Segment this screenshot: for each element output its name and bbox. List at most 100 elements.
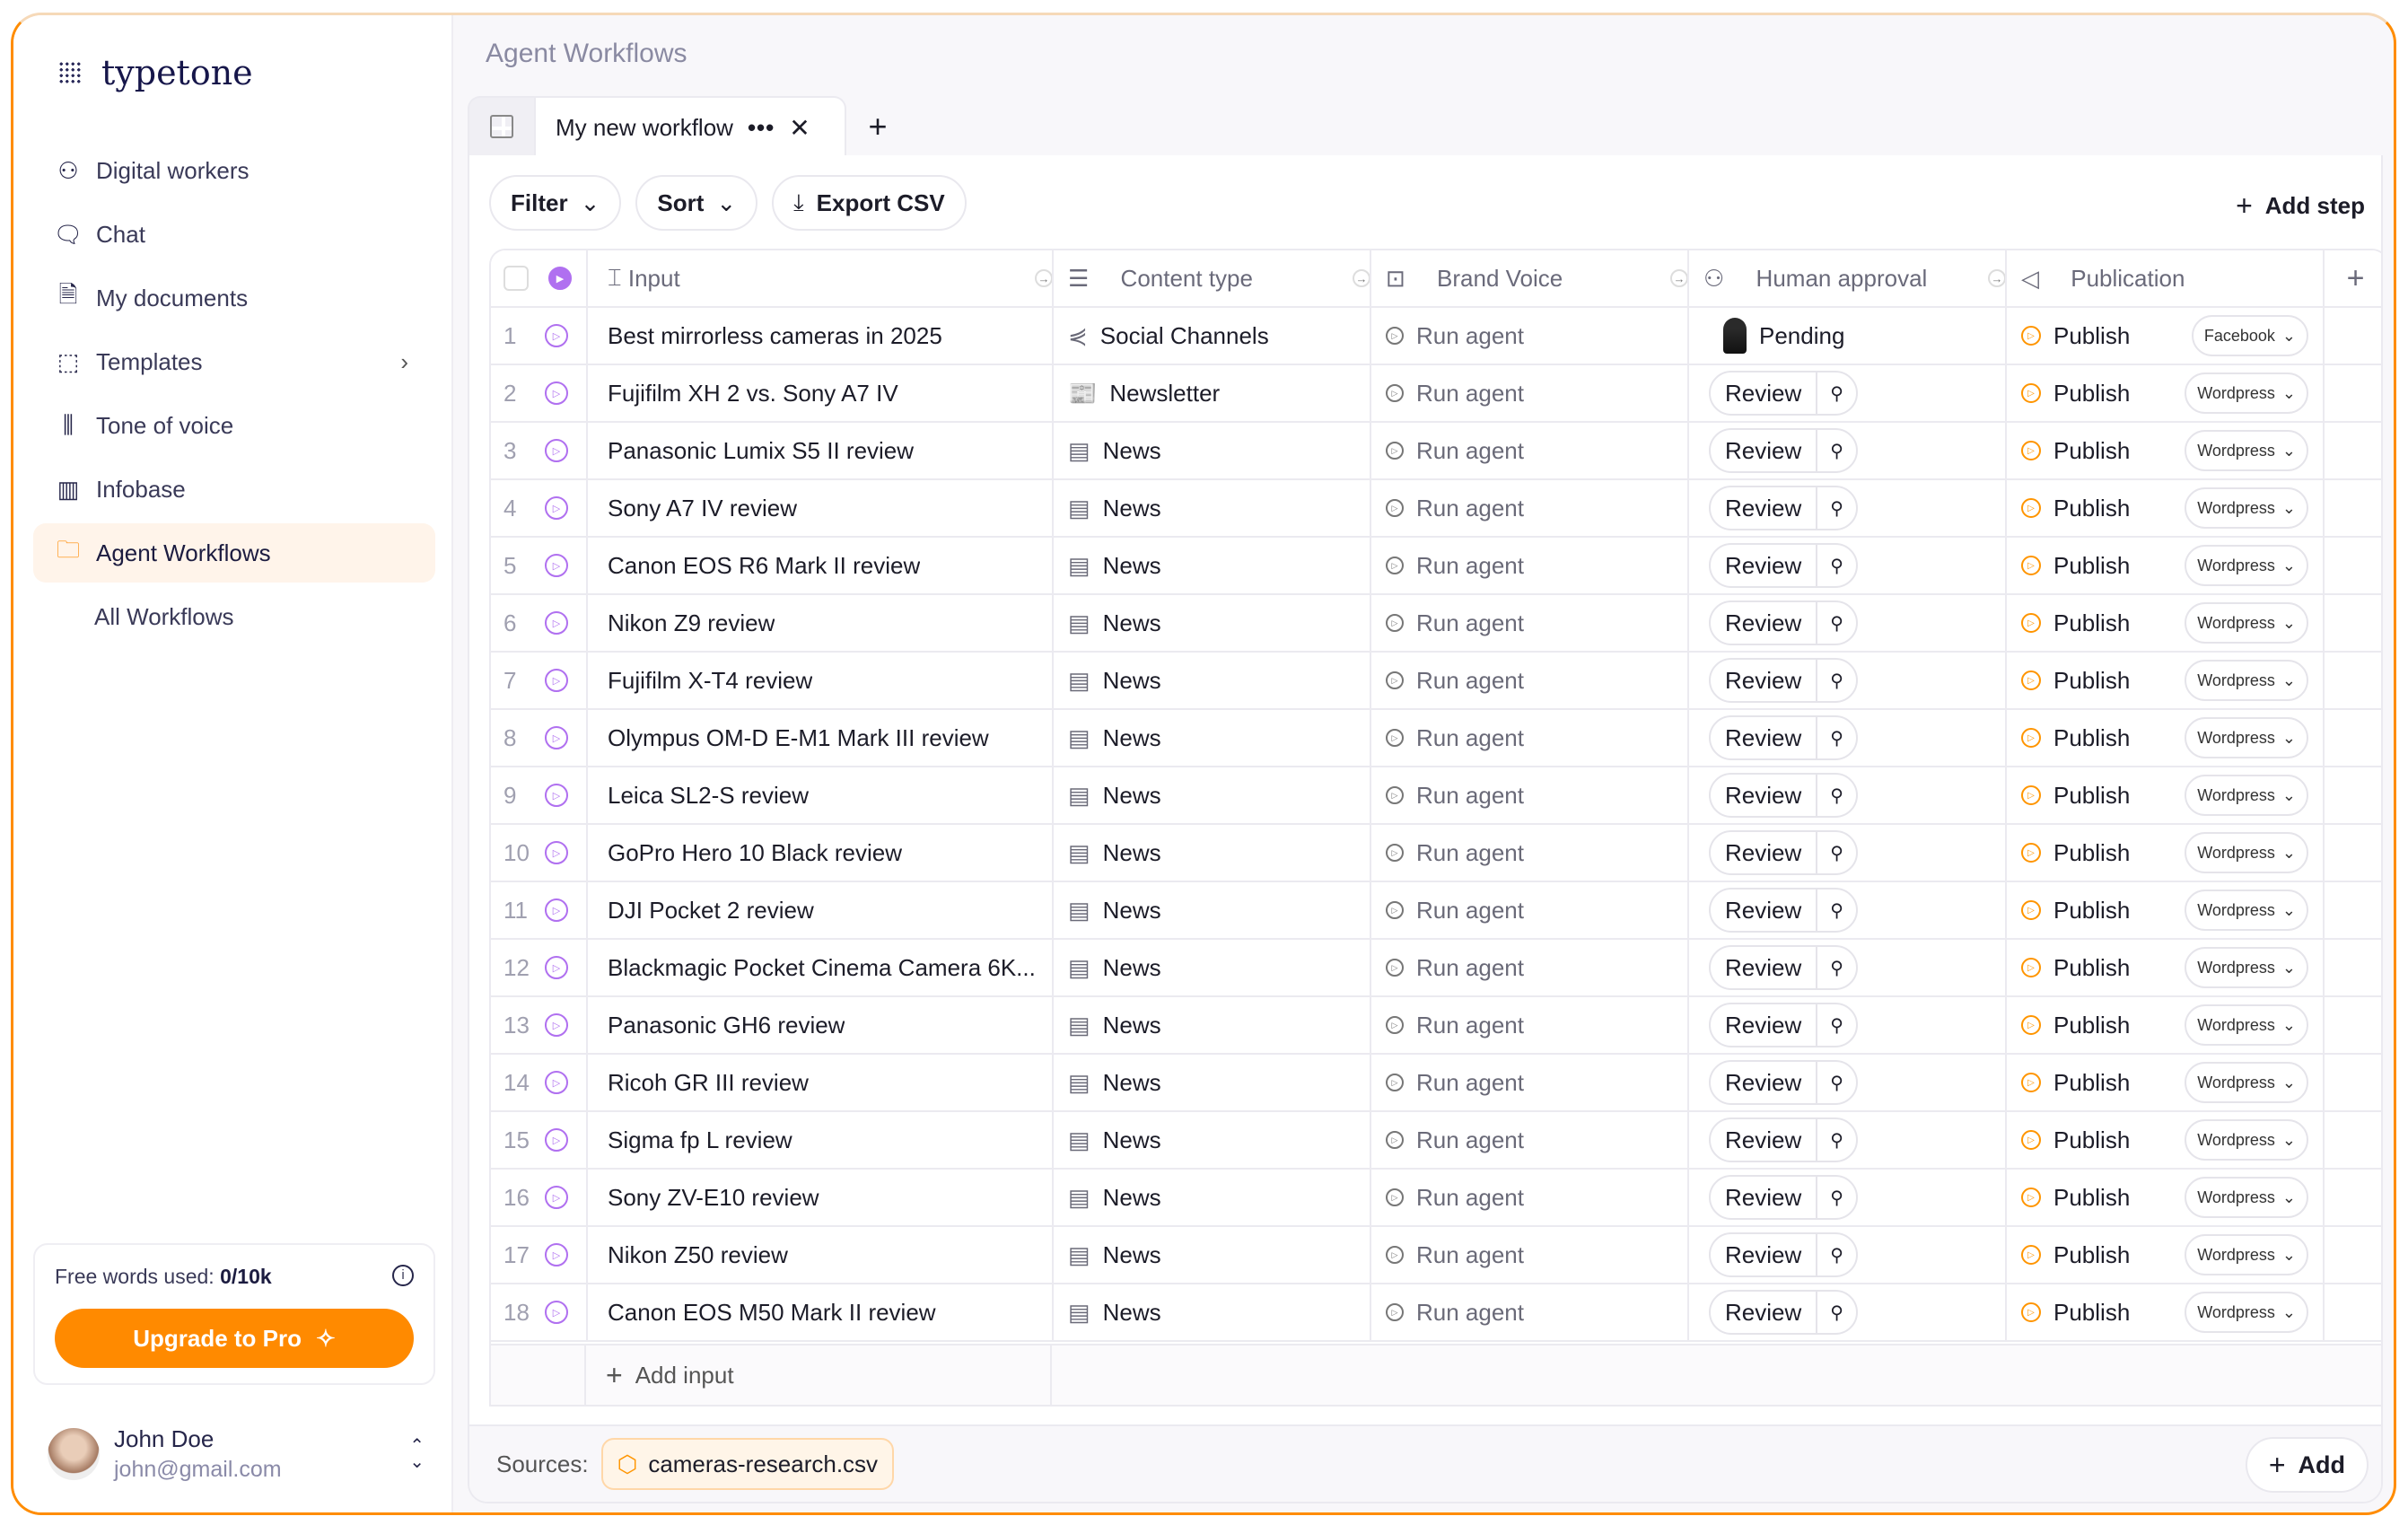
assign-user-icon[interactable]: ⚲ bbox=[1830, 785, 1843, 806]
run-row-icon[interactable]: ▷ bbox=[545, 1243, 568, 1266]
review-button[interactable]: Review ⚲ bbox=[1709, 486, 1858, 530]
column-header[interactable]: ☰ Content type → bbox=[1054, 250, 1371, 306]
chevron-updown-icon[interactable]: ⌃ ⌄ bbox=[409, 1436, 425, 1472]
content-type-cell[interactable]: ▤ News bbox=[1054, 423, 1371, 478]
sidebar-item-templates[interactable]: ⬚ Templates › bbox=[33, 332, 435, 391]
publish-button[interactable]: Publish bbox=[2053, 321, 2131, 349]
review-button[interactable]: Review ⚲ bbox=[1709, 371, 1858, 416]
publish-target-select[interactable]: Wordpress ⌄ bbox=[2185, 430, 2308, 471]
assign-user-icon[interactable]: ⚲ bbox=[1830, 498, 1843, 519]
brand-voice-cell[interactable]: ▷ Run agent bbox=[1371, 825, 1689, 881]
brand-voice-cell[interactable]: ▷ Run agent bbox=[1371, 365, 1689, 421]
content-type-cell[interactable]: 📰 Newsletter bbox=[1054, 365, 1371, 421]
publish-target-select[interactable]: Wordpress ⌄ bbox=[2185, 545, 2308, 586]
review-button[interactable]: Review ⚲ bbox=[1709, 600, 1858, 645]
brand-voice-cell[interactable]: ▷ Run agent bbox=[1371, 1170, 1689, 1225]
input-cell[interactable]: Fujifilm XH 2 vs. Sony A7 IV bbox=[588, 365, 1054, 421]
publish-button[interactable]: Publish bbox=[2053, 436, 2131, 464]
publish-button[interactable]: Publish bbox=[2053, 953, 2131, 981]
publish-play-icon[interactable]: ▷ bbox=[2021, 556, 2041, 575]
brand-voice-cell[interactable]: ▷ Run agent bbox=[1371, 1227, 1689, 1283]
publish-play-icon[interactable]: ▷ bbox=[2021, 383, 2041, 403]
review-button[interactable]: Review ⚲ bbox=[1709, 1290, 1858, 1335]
publish-target-select[interactable]: Wordpress ⌄ bbox=[2185, 372, 2308, 414]
content-type-cell[interactable]: ▤ News bbox=[1054, 538, 1371, 593]
assign-user-icon[interactable]: ⚲ bbox=[1830, 1015, 1843, 1036]
run-row-icon[interactable]: ▷ bbox=[545, 439, 568, 462]
publish-target-select[interactable]: Facebook ⌄ bbox=[2191, 315, 2308, 356]
run-row-icon[interactable]: ▷ bbox=[545, 956, 568, 979]
run-row-icon[interactable]: ▷ bbox=[545, 1013, 568, 1037]
input-cell[interactable]: Olympus OM-D E-M1 Mark III review bbox=[588, 710, 1054, 766]
brand-voice-cell[interactable]: ▷ Run agent bbox=[1371, 1284, 1689, 1340]
publish-play-icon[interactable]: ▷ bbox=[2021, 1188, 2041, 1207]
publish-target-select[interactable]: Wordpress ⌄ bbox=[2185, 775, 2308, 816]
brand-voice-cell[interactable]: ▷ Run agent bbox=[1371, 595, 1689, 651]
review-button[interactable]: Review ⚲ bbox=[1709, 543, 1858, 588]
publish-play-icon[interactable]: ▷ bbox=[2021, 1302, 2041, 1322]
brand-voice-cell[interactable]: ▷ Run agent bbox=[1371, 423, 1689, 478]
run-row-icon[interactable]: ▷ bbox=[545, 726, 568, 749]
content-type-cell[interactable]: ▤ News bbox=[1054, 710, 1371, 766]
input-cell[interactable]: Sony A7 IV review bbox=[588, 480, 1054, 536]
publish-play-icon[interactable]: ▷ bbox=[2021, 1130, 2041, 1150]
sidebar-item-infobase[interactable]: ▥ Infobase bbox=[33, 460, 435, 519]
review-button[interactable]: Review ⚲ bbox=[1709, 888, 1858, 933]
publish-button[interactable]: Publish bbox=[2053, 494, 2131, 521]
publish-play-icon[interactable]: ▷ bbox=[2021, 900, 2041, 920]
publish-button[interactable]: Publish bbox=[2053, 609, 2131, 636]
publish-button[interactable]: Publish bbox=[2053, 1011, 2131, 1039]
content-type-cell[interactable]: ▤ News bbox=[1054, 940, 1371, 995]
publish-button[interactable]: Publish bbox=[2053, 666, 2131, 694]
review-button[interactable]: Review ⚲ bbox=[1709, 1060, 1858, 1105]
content-type-cell[interactable]: ▤ News bbox=[1054, 1284, 1371, 1340]
run-row-icon[interactable]: ▷ bbox=[545, 898, 568, 922]
input-cell[interactable]: GoPro Hero 10 Black review bbox=[588, 825, 1054, 881]
run-all-icon[interactable]: ▶ bbox=[548, 267, 572, 290]
content-type-cell[interactable]: ▤ News bbox=[1054, 882, 1371, 938]
run-row-icon[interactable]: ▷ bbox=[545, 1301, 568, 1324]
sidebar-item-chat[interactable]: 🗨 Chat bbox=[33, 205, 435, 264]
publish-target-select[interactable]: Wordpress ⌄ bbox=[2185, 1234, 2308, 1275]
input-cell[interactable]: Leica SL2-S review bbox=[588, 767, 1054, 823]
content-type-cell[interactable]: ▤ News bbox=[1054, 997, 1371, 1053]
publish-button[interactable]: Publish bbox=[2053, 379, 2131, 407]
brand-voice-cell[interactable]: ▷ Run agent bbox=[1371, 997, 1689, 1053]
publish-play-icon[interactable]: ▷ bbox=[2021, 326, 2041, 346]
assign-user-icon[interactable]: ⚲ bbox=[1830, 728, 1843, 749]
assign-user-icon[interactable]: ⚲ bbox=[1830, 843, 1843, 863]
assign-user-icon[interactable]: ⚲ bbox=[1830, 670, 1843, 691]
publish-target-select[interactable]: Wordpress ⌄ bbox=[2185, 602, 2308, 644]
publish-play-icon[interactable]: ▷ bbox=[2021, 670, 2041, 690]
info-icon[interactable]: i bbox=[392, 1265, 414, 1286]
publish-button[interactable]: Publish bbox=[2053, 896, 2131, 924]
brand-voice-cell[interactable]: ▷ Run agent bbox=[1371, 653, 1689, 708]
run-row-icon[interactable]: ▷ bbox=[545, 1071, 568, 1094]
publish-target-select[interactable]: Wordpress ⌄ bbox=[2185, 1119, 2308, 1161]
input-cell[interactable]: Canon EOS R6 Mark II review bbox=[588, 538, 1054, 593]
publish-play-icon[interactable]: ▷ bbox=[2021, 441, 2041, 460]
run-row-icon[interactable]: ▷ bbox=[545, 554, 568, 577]
filter-button[interactable]: Filter ⌄ bbox=[489, 175, 622, 231]
publish-target-select[interactable]: Wordpress ⌄ bbox=[2185, 660, 2308, 701]
publish-target-select[interactable]: Wordpress ⌄ bbox=[2185, 1177, 2308, 1218]
publish-button[interactable]: Publish bbox=[2053, 1183, 2131, 1211]
upgrade-button[interactable]: Upgrade to Pro ✧ bbox=[55, 1309, 414, 1368]
input-cell[interactable]: Nikon Z50 review bbox=[588, 1227, 1054, 1283]
run-row-icon[interactable]: ▷ bbox=[545, 324, 568, 347]
content-type-cell[interactable]: ▤ News bbox=[1054, 825, 1371, 881]
publish-target-select[interactable]: Wordpress ⌄ bbox=[2185, 1292, 2308, 1333]
content-type-cell[interactable]: ⋞ Social Channels bbox=[1054, 308, 1371, 364]
review-button[interactable]: Review ⚲ bbox=[1709, 1175, 1858, 1220]
assign-user-icon[interactable]: ⚲ bbox=[1830, 958, 1843, 978]
add-tab-button[interactable]: + bbox=[868, 108, 888, 145]
brand-voice-cell[interactable]: ▷ Run agent bbox=[1371, 308, 1689, 364]
publish-button[interactable]: Publish bbox=[2053, 1240, 2131, 1268]
close-icon[interactable]: ✕ bbox=[789, 113, 810, 142]
review-button[interactable]: Review ⚲ bbox=[1709, 773, 1858, 818]
tab-my-new-workflow[interactable]: My new workflow ••• ✕ bbox=[534, 96, 846, 157]
sort-button[interactable]: Sort ⌄ bbox=[635, 175, 758, 231]
add-column-button[interactable]: + bbox=[2346, 260, 2365, 295]
export-csv-button[interactable]: ⤓ Export CSV bbox=[772, 175, 967, 231]
add-step-button[interactable]: + Add step bbox=[2236, 189, 2365, 222]
